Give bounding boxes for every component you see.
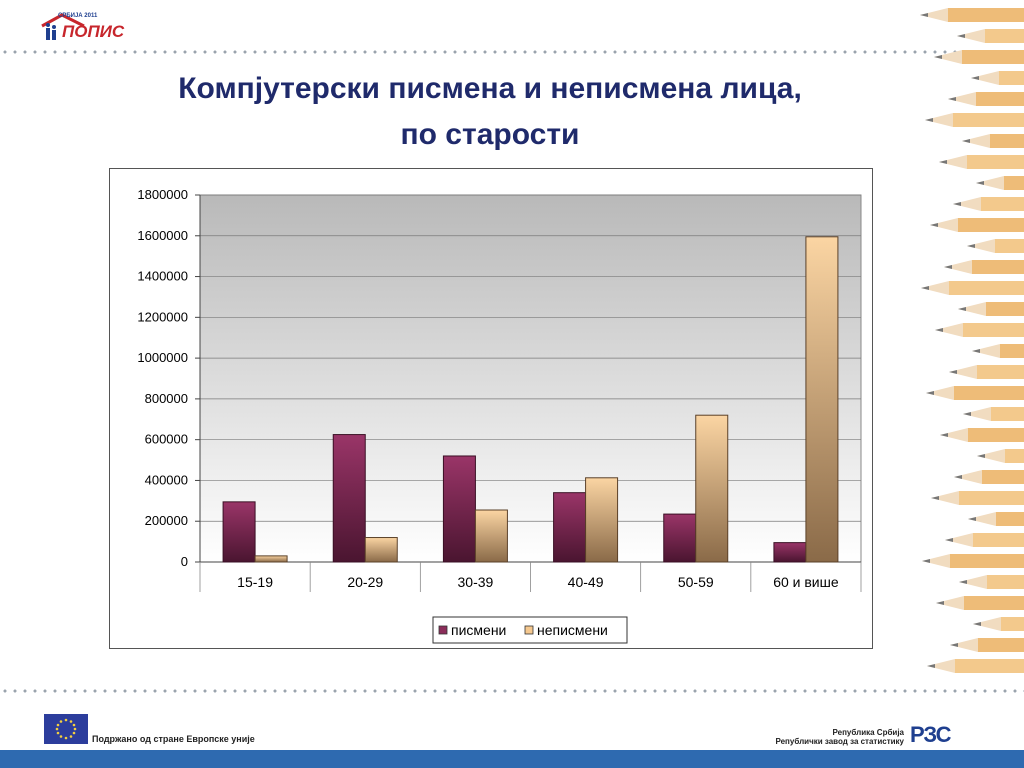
pencil-shape <box>949 365 1024 379</box>
bar-illiterate-0 <box>254 555 288 563</box>
pencil-shape <box>934 50 1024 64</box>
bar-illiterate-4 <box>695 414 729 563</box>
chart-frame: 0 200000 400000 600000 800000 1000000 1200000 1… <box>109 168 873 649</box>
bar-literate-5 <box>773 542 807 563</box>
bar-illiterate-5 <box>805 236 839 563</box>
pencil-shape <box>926 386 1024 400</box>
pencil-shape <box>922 554 1024 568</box>
y-tick-label: 0 <box>181 554 188 569</box>
rzs-logo: РЗС <box>910 722 952 747</box>
y-tick-label: 800000 <box>145 391 188 406</box>
title-line-1: Компјутерски писмена и неписмена лица, <box>178 72 802 105</box>
bottom-dotted-divider <box>0 689 1024 693</box>
pencil-shape <box>920 8 1024 22</box>
pencil-shape <box>963 407 1024 421</box>
pencil-shape <box>950 638 1024 652</box>
pencil-shape <box>973 617 1024 631</box>
pencil-shape <box>977 449 1024 463</box>
pencil-shape <box>931 491 1024 505</box>
plot-area <box>199 194 862 563</box>
bar-literate-2 <box>442 455 476 563</box>
logo-word: ПОПИС <box>62 22 125 41</box>
eu-flag-icon <box>44 714 88 744</box>
bar-illiterate-2 <box>474 509 508 563</box>
x-tick-label: 40-49 <box>568 574 604 590</box>
page-title: Компјутерски писмена и неписмена лица, п… <box>100 66 880 158</box>
legend-swatch-0 <box>438 625 448 635</box>
pencil-shape <box>971 71 1024 85</box>
x-tick-label: 50-59 <box>678 574 714 590</box>
y-tick-label: 1800000 <box>137 187 188 202</box>
y-tick-label: 1600000 <box>137 228 188 243</box>
title-line-2: по старости <box>400 118 580 151</box>
pencil-shape <box>967 239 1024 253</box>
top-dotted-divider <box>0 50 1024 54</box>
logo-small-text: СРБИЈА 2011 <box>58 13 98 19</box>
pencil-shape <box>953 197 1024 211</box>
x-tick-label: 30-39 <box>458 574 494 590</box>
pencil-shape <box>936 596 1024 610</box>
pencil-shape <box>940 428 1024 442</box>
pencils-decoration <box>920 8 1024 673</box>
legend-swatch-1 <box>524 625 534 635</box>
pencil-shape <box>957 29 1024 43</box>
pencil-shape <box>939 155 1024 169</box>
x-tick-label: 20-29 <box>347 574 383 590</box>
rzs-line-2: Републички завод за статистику <box>775 737 904 746</box>
y-tick-label: 1000000 <box>137 350 188 365</box>
pencil-shape <box>945 533 1024 547</box>
bar-literate-3 <box>553 492 587 563</box>
legend-label-0: писмени <box>451 622 506 638</box>
bar-literate-1 <box>332 434 366 563</box>
bar-literate-0 <box>222 501 256 563</box>
y-tick-label: 1400000 <box>137 269 188 284</box>
pencil-shape <box>954 470 1024 484</box>
bar-illiterate-1 <box>364 537 398 563</box>
y-tick-label: 600000 <box>145 432 188 447</box>
pencil-shape <box>958 302 1024 316</box>
house-logo-icon <box>41 13 85 40</box>
pencil-shape <box>959 575 1024 589</box>
pencil-shape <box>927 659 1024 673</box>
bar-illiterate-3 <box>585 477 619 563</box>
pencil-shape <box>921 281 1024 295</box>
y-tick-label: 200000 <box>145 513 188 528</box>
eu-support-text: Подржано од стране Европске уније <box>92 734 255 744</box>
bar-chart: 0 200000 400000 600000 800000 1000000 1200000 1… <box>137 187 862 644</box>
pencil-shape <box>925 113 1024 127</box>
x-tick-label: 15-19 <box>237 574 273 590</box>
y-tick-label: 1200000 <box>137 309 188 324</box>
pencil-shape <box>930 218 1024 232</box>
footer-bar <box>0 750 1024 768</box>
pencil-shape <box>948 92 1024 106</box>
rzs-line-1: Република Србија <box>832 728 904 737</box>
pencil-shape <box>962 134 1024 148</box>
popis-logo <box>40 12 130 46</box>
pencil-shape <box>972 344 1024 358</box>
y-tick-label: 400000 <box>145 472 188 487</box>
pencil-shape <box>944 260 1024 274</box>
bar-literate-4 <box>663 513 697 563</box>
pencil-shape <box>968 512 1024 526</box>
pencil-shape <box>935 323 1024 337</box>
x-tick-label: 60 и више <box>773 574 839 590</box>
pencil-shape <box>976 176 1024 190</box>
legend-label-1: неписмени <box>537 622 608 638</box>
